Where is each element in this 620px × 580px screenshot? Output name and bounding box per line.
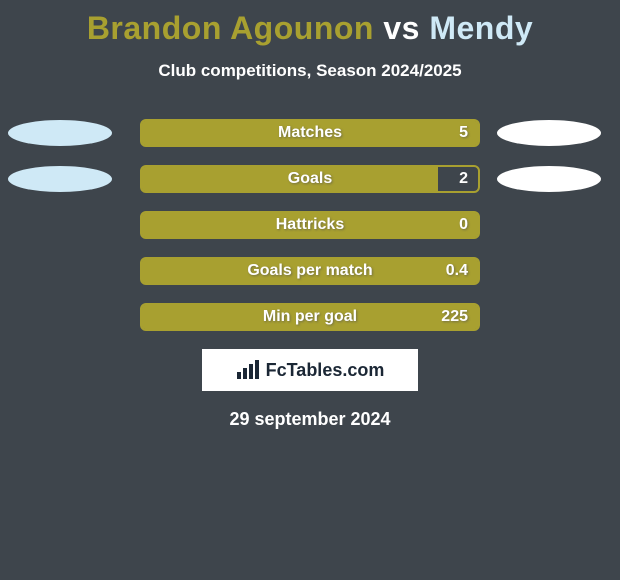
comparison-title: Brandon Agounon vs Mendy [0,0,620,47]
player1-name: Brandon Agounon [87,10,374,46]
stat-bar: Goals per match0.4 [140,257,480,285]
player2-name: Mendy [429,10,533,46]
stat-row: Hattricks0 [0,211,620,239]
stat-value: 225 [441,308,468,326]
stat-label: Hattricks [142,216,478,234]
player2-marker [497,120,601,146]
stat-row: Min per goal225 [0,303,620,331]
stat-value: 0.4 [446,262,468,280]
stat-row: Goals2 [0,165,620,193]
stat-bar: Goals2 [140,165,480,193]
stat-bar: Matches5 [140,119,480,147]
stat-bar: Hattricks0 [140,211,480,239]
branding-badge: FcTables.com [202,349,418,391]
comparison-infographic: Brandon Agounon vs Mendy Club competitio… [0,0,620,580]
stats-rows: Matches5Goals2Hattricks0Goals per match0… [0,119,620,331]
player1-marker [8,166,112,192]
date-label: 29 september 2024 [0,409,620,430]
stat-label: Matches [142,124,478,142]
player1-marker [8,120,112,146]
stat-label: Goals per match [142,262,478,280]
stat-label: Goals [142,170,478,188]
player2-marker [497,166,601,192]
stat-value: 0 [459,216,468,234]
stat-row: Matches5 [0,119,620,147]
stat-value: 2 [459,170,468,188]
branding-text: FcTables.com [266,360,385,381]
stat-bar: Min per goal225 [140,303,480,331]
stat-label: Min per goal [142,308,478,326]
stat-row: Goals per match0.4 [0,257,620,285]
vs-label: vs [383,10,420,46]
stat-value: 5 [459,124,468,142]
subtitle: Club competitions, Season 2024/2025 [0,61,620,81]
bars-icon [236,360,260,380]
